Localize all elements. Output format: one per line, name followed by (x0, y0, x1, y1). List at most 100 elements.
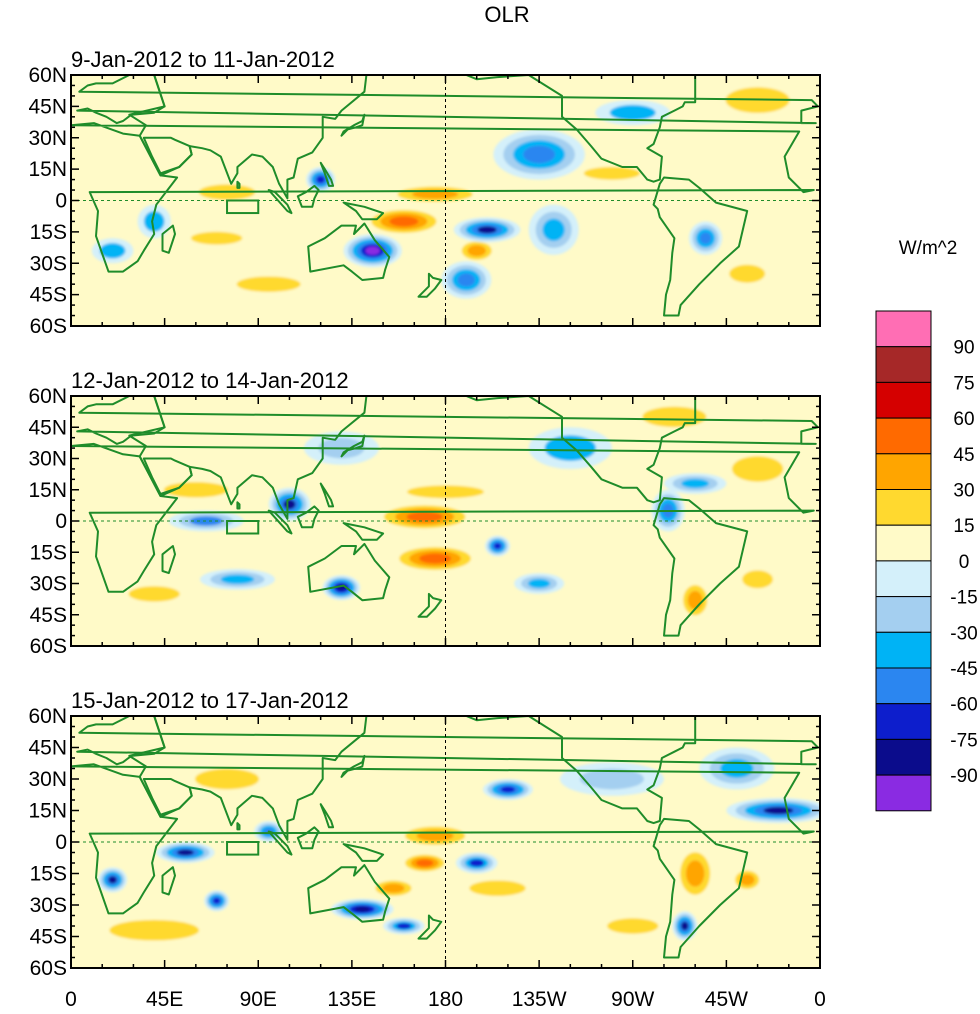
contour-level (457, 273, 475, 287)
contour-level (469, 859, 484, 867)
y-tick-label: 15S (30, 221, 67, 244)
colorbar-label: -45 (950, 659, 977, 680)
colorbar-swatch (875, 453, 932, 490)
coast-madagascar (161, 866, 176, 896)
coast-borneo (296, 505, 320, 529)
colorbar-swatch (875, 631, 932, 669)
contour-level (609, 104, 656, 121)
colorbar-label: 45 (953, 445, 974, 466)
y-tick-label: 30N (28, 127, 67, 150)
contour-level (406, 511, 443, 522)
coast-africa (71, 442, 815, 593)
region-box (226, 520, 260, 535)
panel-1: 60N 45N 30N 15N 0 15S 30S 45S 60S 9-Jan-2012 to 1… (28, 47, 821, 338)
contour-level (236, 276, 301, 292)
contour-level (108, 876, 117, 884)
y-tick-label: 60S (30, 635, 67, 658)
contour-level (407, 485, 484, 499)
coast-n-america (465, 716, 697, 825)
coast-new-guinea (342, 843, 385, 862)
panel-subtitle: 12-Jan-2012 to 14-Jan-2012 (71, 368, 349, 393)
contour-level (477, 226, 497, 234)
contour-level (687, 590, 703, 610)
y-tick-label: 45N (28, 737, 67, 760)
contour-level (729, 264, 766, 283)
coast-philippines (319, 482, 335, 508)
x-tick-label: 180 (428, 988, 463, 1011)
y-tick-label: 30S (30, 252, 67, 275)
colorbar-label: -30 (950, 623, 977, 644)
y-tick-label: 15N (28, 800, 67, 823)
contour-level (382, 883, 405, 893)
coast-sumatra (267, 509, 293, 535)
contour-level (742, 570, 773, 589)
y-tick-label: 45N (28, 416, 67, 439)
coastlines (71, 75, 819, 317)
coast-australia (307, 542, 391, 602)
colorbar-swatch (875, 774, 932, 812)
colorbar-swatch (875, 346, 932, 383)
coast-s-america (652, 176, 749, 317)
y-tick-label: 15N (28, 158, 67, 181)
colorbar-swatch (875, 667, 932, 705)
contour-level (128, 586, 180, 602)
contour-level (731, 456, 784, 482)
colorbar-swatch (875, 738, 932, 776)
contour-level (416, 859, 434, 867)
y-tick-label: 15S (30, 863, 67, 886)
coast-madagascar (161, 224, 176, 254)
panel-subtitle: 9-Jan-2012 to 11-Jan-2012 (71, 47, 335, 72)
y-tick-label: 60S (30, 957, 67, 980)
x-tick-label: 0 (65, 988, 77, 1011)
colorbar-swatch (875, 703, 932, 740)
coast-africa (71, 122, 815, 273)
contour-level (528, 578, 551, 589)
panel-3: 60N 45N 30N 15N 0 15S 30S 45S 60S 15-Jan-2012 to … (28, 688, 821, 980)
ticks (70, 715, 821, 969)
coast-europe (76, 396, 819, 445)
coast-new-zealand (417, 272, 443, 298)
contour-level (109, 919, 200, 941)
coast-europe (76, 716, 819, 766)
coast-australia (307, 864, 391, 923)
colorbar-label: -75 (950, 730, 977, 751)
colorbar-label: 15 (953, 516, 974, 537)
coast-sri-lanka (236, 501, 241, 510)
y-tick-label: 15S (30, 541, 67, 564)
region-box (226, 199, 260, 215)
coast-japan (340, 754, 366, 778)
contour-level (681, 921, 689, 931)
panels-group: 60N 45N 30N 15N 0 15S 30S 45S 60S 9-Jan-2012 to 1… (28, 47, 821, 980)
coast-sumatra (267, 830, 293, 856)
x-tick-label: 90W (611, 988, 654, 1011)
y-tick-label: 45N (28, 95, 67, 118)
coast-s-america (652, 817, 749, 959)
coastlines (71, 716, 819, 959)
contour-level (389, 216, 419, 227)
contour-level (685, 860, 705, 887)
contour-level (316, 175, 325, 184)
colorbar-swatch (875, 310, 932, 348)
colorbar: 90 75 60 45 30 15 0 -15 -30 -45 -60 -75 -90 (875, 310, 978, 812)
contour-level (544, 435, 596, 461)
coast-arabia (142, 778, 193, 816)
contour-level (354, 906, 370, 912)
coast-s-america (652, 497, 749, 637)
coast-sri-lanka (236, 822, 241, 831)
contour-level (189, 516, 223, 526)
y-tick-label: 60S (30, 315, 67, 338)
y-tick-label: 45S (30, 926, 67, 949)
contour-level (396, 923, 412, 929)
coast-arabia (142, 136, 193, 175)
coast-japan (340, 113, 366, 137)
coast-borneo (296, 184, 320, 208)
contour-level (681, 478, 710, 489)
y-tick-label: 0 (55, 510, 67, 533)
panel-subtitle: 15-Jan-2012 to 17-Jan-2012 (71, 688, 349, 713)
coast-sumatra (267, 189, 293, 215)
y-tick-label: 30S (30, 894, 67, 917)
anomaly-field (112, 400, 800, 622)
x-tick-label: 45W (705, 988, 748, 1011)
contour-level (195, 768, 260, 790)
y-tick-label: 30S (30, 573, 67, 596)
